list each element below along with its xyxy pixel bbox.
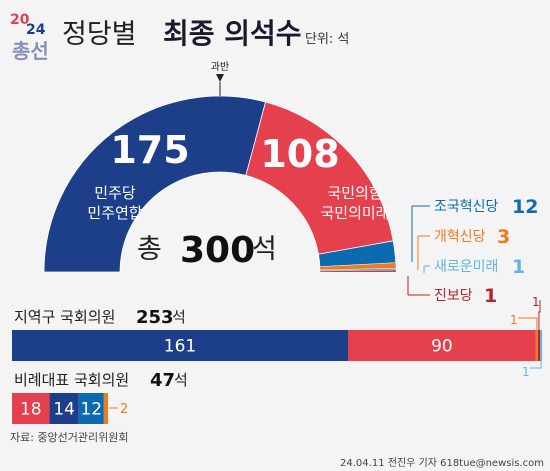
arc-segment-1 (245, 101, 394, 255)
progressive-name: 진보당 (434, 288, 473, 304)
total-suffix: 석 (252, 234, 277, 265)
bar-segment-3 (537, 330, 540, 361)
logo-word: 총선 (12, 39, 49, 63)
source-note: 자료: 중앙선거관리위원회 (10, 431, 129, 444)
bar-callout-value-2: 1 (522, 365, 530, 379)
democratic-label-1: 민주당 (94, 184, 136, 202)
reform-value: 3 (497, 226, 510, 248)
majority-label: 과반 (211, 61, 229, 73)
bar-value-label-0: 18 (20, 400, 42, 420)
rebuilding-value: 12 (512, 196, 538, 218)
newfuture-name: 새로운미래 (434, 259, 498, 275)
bar-callout-value-0: 1 (510, 313, 518, 327)
credit-note: 24.04.11 전진우 기자 618tue@newsis.com (340, 457, 544, 469)
ppp-label-2: 국민의미래 (320, 204, 389, 222)
bar-segment-2 (78, 393, 104, 424)
bar-segment-0 (12, 393, 50, 424)
proportional-callout-value: 2 (120, 402, 128, 417)
bar-value-label-1: 90 (431, 337, 453, 357)
district-bar-total: 253 (136, 307, 174, 328)
democratic-seat-value: 175 (110, 128, 189, 172)
district-bar-suffix: 석 (172, 308, 186, 326)
majority-marker-icon (216, 74, 224, 82)
total-prefix: 총 (137, 234, 162, 265)
election-2024-logo: 20 24 총선 (10, 12, 49, 63)
seat-semicircle (43, 95, 397, 273)
unit-label: 단위: 석 (305, 32, 349, 47)
progressive-value: 1 (484, 285, 497, 307)
district-bar-label: 지역구 국회의원 (14, 308, 115, 326)
ppp-label-1: 국민의힘 (327, 184, 382, 202)
bar-callout-value-1: 1 (532, 295, 540, 309)
bar-callout-line-1 (538, 300, 541, 330)
bar-segment-2 (535, 330, 538, 361)
bar-segment-0 (12, 330, 348, 361)
reform-name: 개혁신당 (434, 229, 486, 245)
arc-segment-5 (319, 270, 397, 273)
bar-segment-4 (540, 330, 543, 361)
bar-segment-1 (49, 393, 79, 424)
total-number: 300 (180, 230, 255, 271)
rebuilding-name: 조국혁신당 (434, 199, 499, 215)
proportional-bar-total: 47 (150, 370, 175, 391)
democratic-label-2: 민주연합 (87, 204, 142, 222)
bar-value-label-0: 161 (164, 337, 196, 357)
bar-value-label-1: 14 (53, 400, 75, 420)
proportional-bar-suffix: 석 (174, 371, 188, 389)
proportional-stacked-bar: 18 14 12 2 (12, 393, 128, 424)
title-bold: 최종 의석수 (163, 17, 302, 50)
bar-segment-1 (348, 330, 536, 361)
bar-callout-line-2 (530, 361, 542, 369)
bar-callout-line-0 (518, 317, 538, 330)
bar-segment-3 (103, 393, 108, 424)
logo-year-top: 20 (10, 12, 30, 28)
bar-value-label-2: 12 (80, 400, 102, 420)
ppp-seat-value: 108 (260, 132, 339, 176)
title-light: 정당별 (62, 19, 137, 50)
proportional-bar-label: 비례대표 국회의원 (14, 371, 129, 389)
logo-year-bottom: 24 (26, 22, 46, 38)
newfuture-value: 1 (512, 256, 525, 278)
arc-segment-0 (43, 95, 267, 273)
